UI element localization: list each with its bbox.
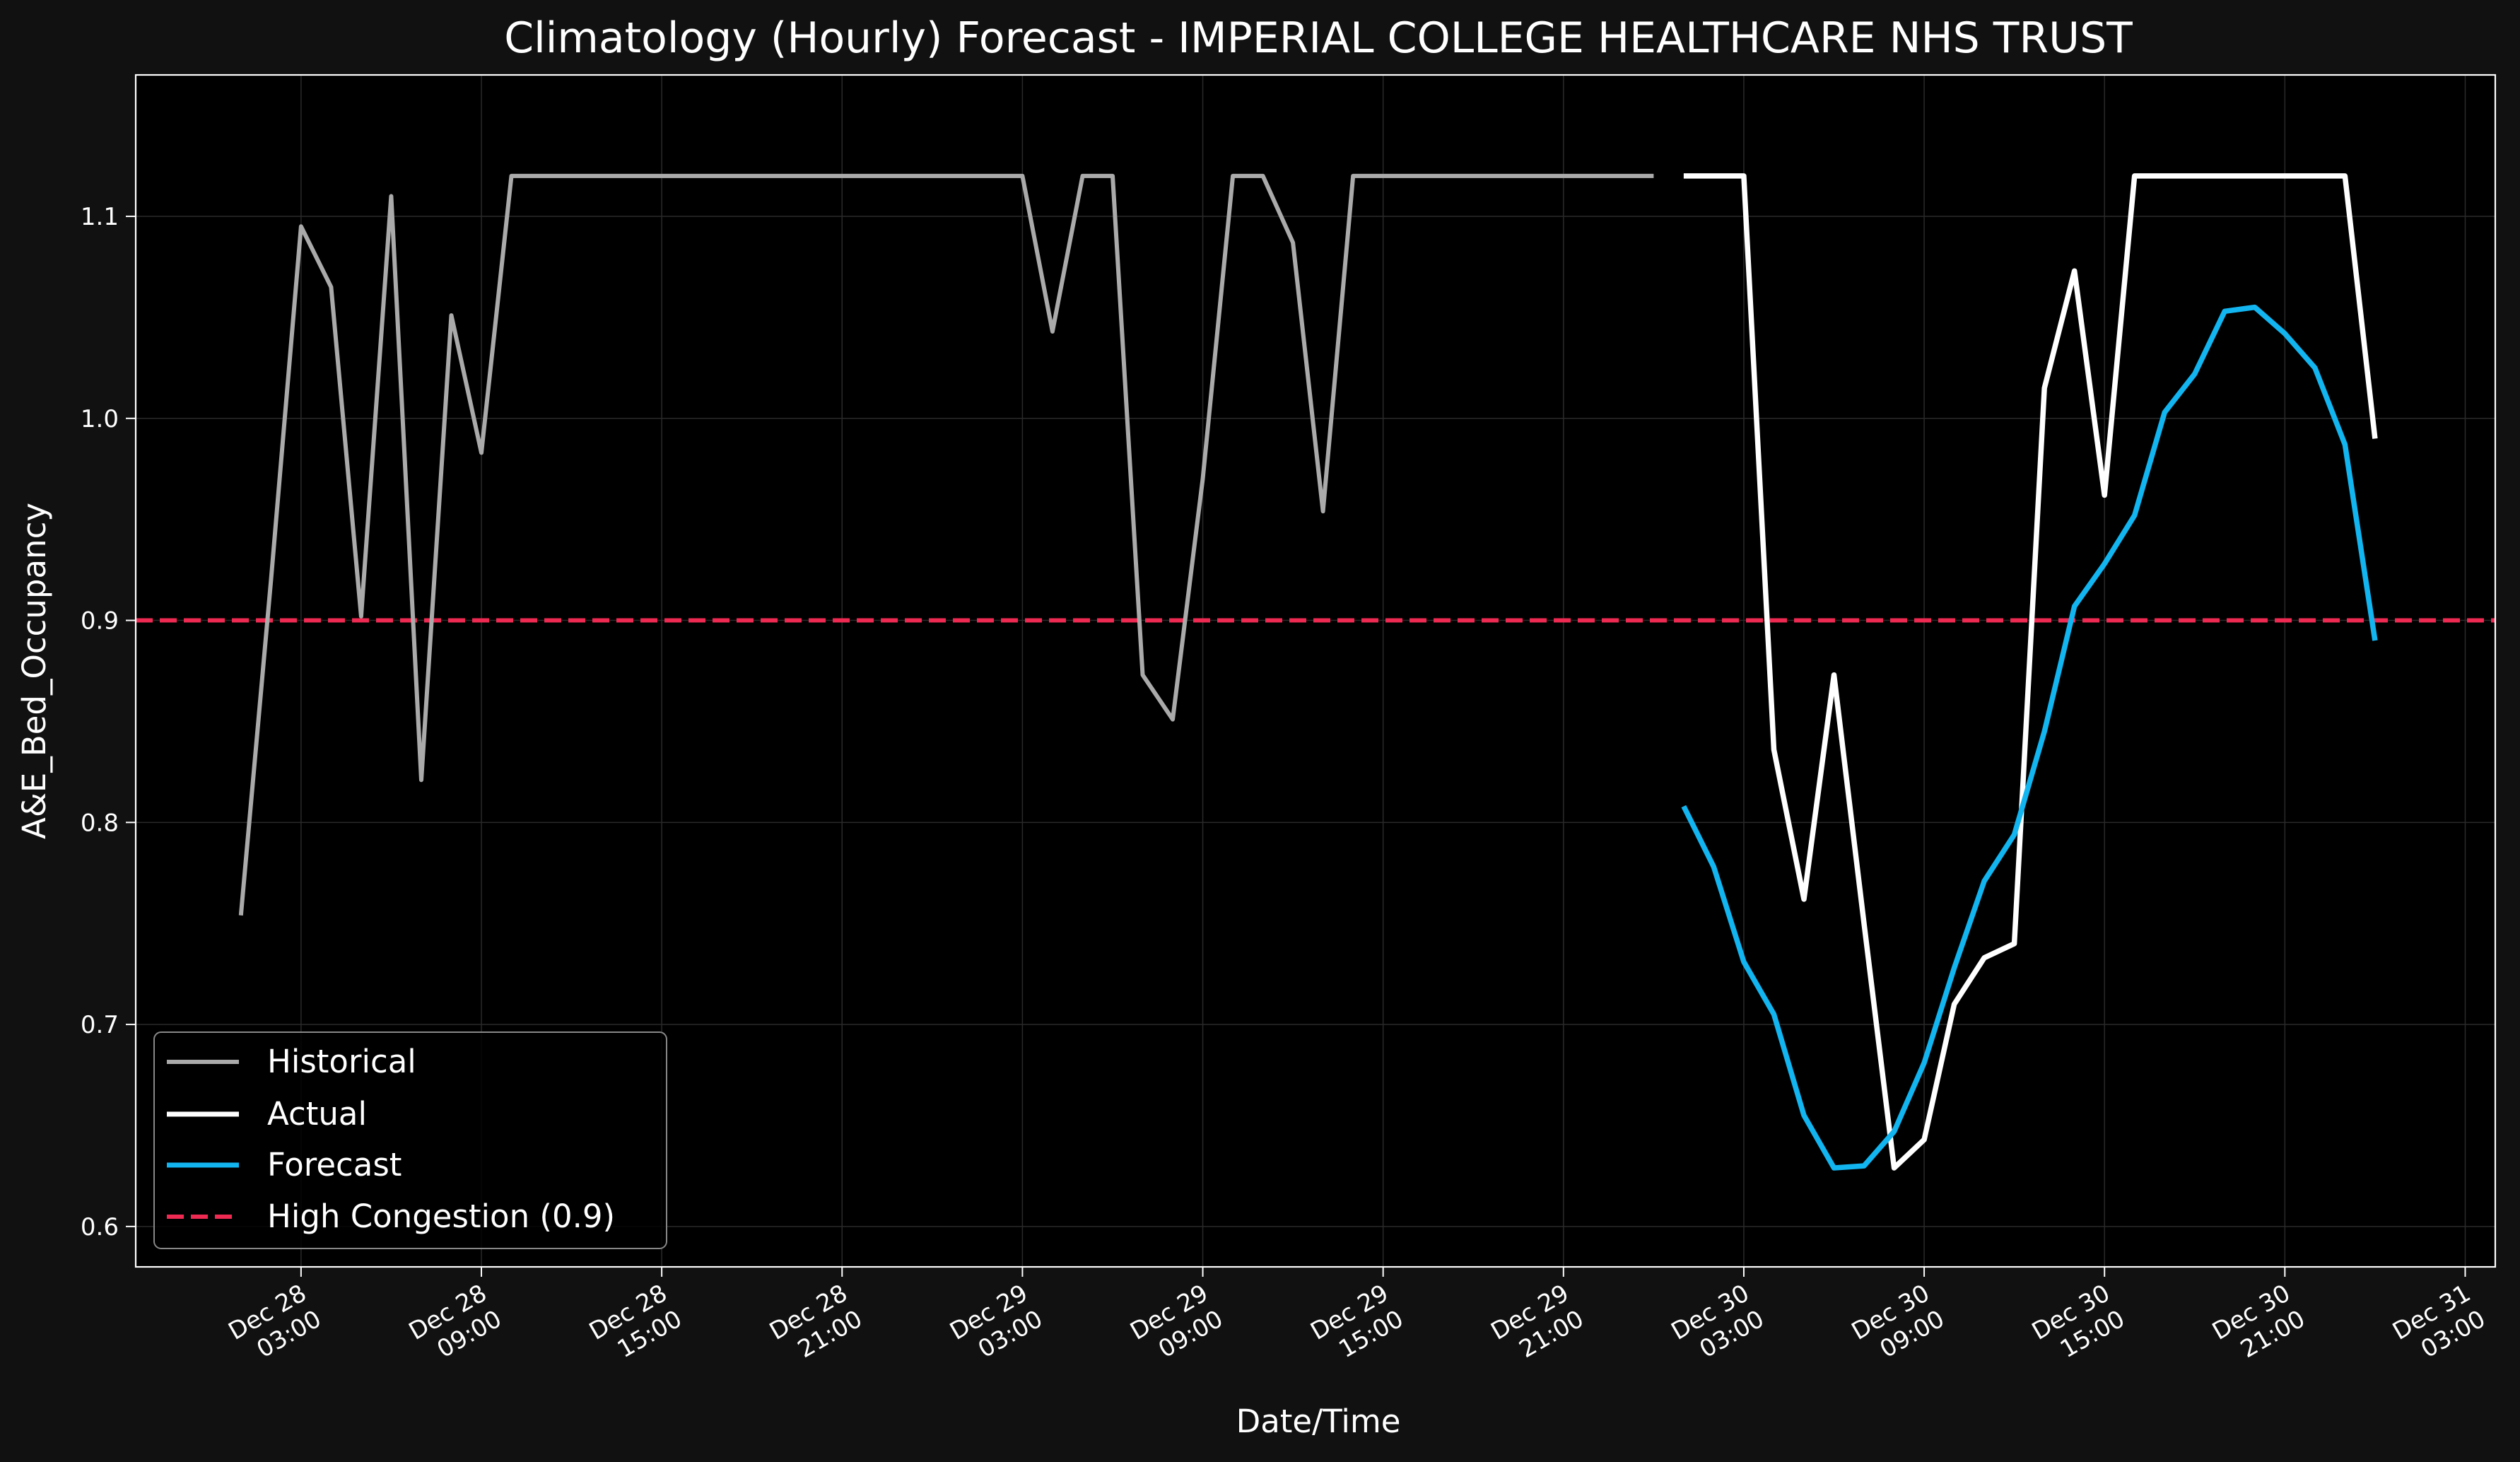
y-axis-label: A&E_Bed_Occupancy <box>16 503 53 839</box>
legend-threshold-label: High Congestion (0.9) <box>267 1198 615 1235</box>
legend: Historical Actual Forecast High Congesti… <box>153 1031 667 1249</box>
series-layer <box>136 173 2495 1171</box>
y-axis-ticks: 0.6 0.7 0.8 0.9 1.0 1.1 <box>81 203 136 1241</box>
forecast-series-line <box>1681 304 2378 1171</box>
chart-title: Climatology (Hourly) Forecast - IMPERIAL… <box>504 13 2133 63</box>
y-tick-label: 0.8 <box>81 809 119 837</box>
legend-historical-label: Historical <box>267 1043 416 1080</box>
x-axis-label: Date/Time <box>1236 1403 1401 1440</box>
legend-forecast-label: Forecast <box>267 1146 402 1183</box>
historical-series-line <box>238 173 1654 916</box>
y-tick-label: 0.6 <box>81 1213 119 1241</box>
plot-frame <box>134 74 2497 1268</box>
y-tick-label: 1.1 <box>81 203 119 231</box>
y-tick-label: 1.0 <box>81 405 119 433</box>
actual-series-line <box>1683 173 2378 1171</box>
legend-actual-label: Actual <box>267 1095 367 1133</box>
y-tick-label: 0.9 <box>81 607 119 636</box>
legend-box <box>153 1031 667 1249</box>
y-tick-label: 0.7 <box>81 1011 119 1039</box>
